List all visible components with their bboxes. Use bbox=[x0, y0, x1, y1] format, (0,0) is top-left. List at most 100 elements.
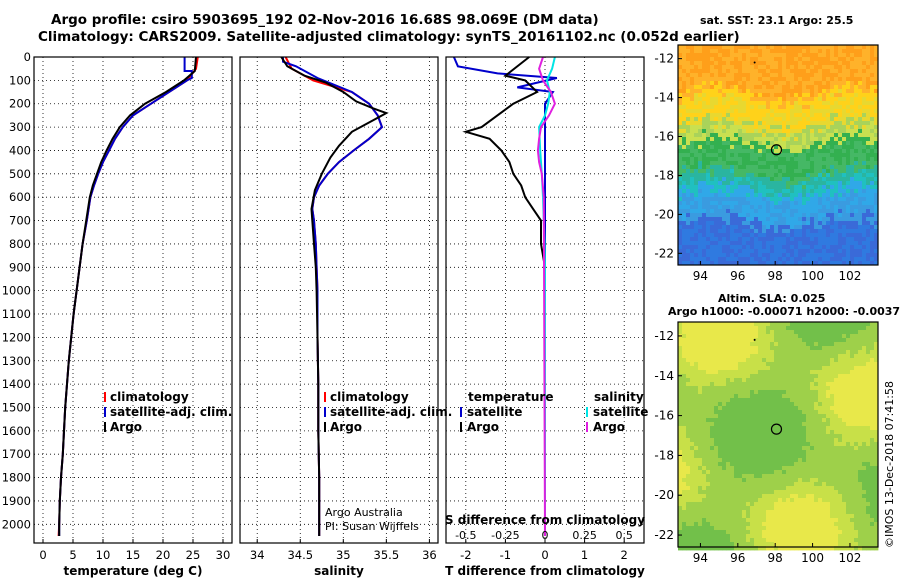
map-cell bbox=[742, 109, 747, 114]
map-cell bbox=[870, 422, 875, 427]
map-cell bbox=[834, 105, 839, 110]
map-cell bbox=[710, 442, 715, 447]
map-cell bbox=[842, 326, 847, 331]
map-cell bbox=[774, 261, 779, 266]
map-cell bbox=[778, 173, 783, 178]
map-cell bbox=[834, 113, 839, 118]
map-cell bbox=[694, 205, 699, 210]
map-cell bbox=[722, 382, 727, 387]
map-cell bbox=[810, 338, 815, 343]
map-cell bbox=[862, 93, 867, 98]
map-cell bbox=[790, 241, 795, 246]
map-cell bbox=[798, 410, 803, 415]
map-cell bbox=[738, 53, 743, 58]
map-cell bbox=[754, 418, 759, 423]
map-cell bbox=[790, 45, 795, 50]
map-cell bbox=[718, 81, 723, 86]
map-cell bbox=[854, 406, 859, 411]
map-cell bbox=[718, 189, 723, 194]
map-cell bbox=[790, 97, 795, 102]
map-cell bbox=[710, 209, 715, 214]
map-cell bbox=[690, 53, 695, 58]
map-cell bbox=[734, 257, 739, 262]
map-cell bbox=[766, 434, 771, 439]
map-cell bbox=[738, 462, 743, 467]
map-cell bbox=[698, 442, 703, 447]
map-cell bbox=[870, 173, 875, 178]
map-cell bbox=[778, 97, 783, 102]
map-cell bbox=[782, 165, 787, 170]
map-cell bbox=[822, 65, 827, 70]
map-cell bbox=[754, 362, 759, 367]
map-cell bbox=[814, 149, 819, 154]
map-cell bbox=[802, 326, 807, 331]
map-cell bbox=[818, 261, 823, 266]
map-cell bbox=[778, 77, 783, 82]
map-cell bbox=[758, 133, 763, 138]
map-cell bbox=[854, 390, 859, 395]
map-cell bbox=[782, 398, 787, 403]
map-cell bbox=[698, 326, 703, 331]
map-cell bbox=[866, 149, 871, 154]
map-cell bbox=[706, 57, 711, 62]
map-cell bbox=[834, 261, 839, 266]
map-cell bbox=[770, 93, 775, 98]
map-cell bbox=[870, 458, 875, 463]
map-cell bbox=[794, 398, 799, 403]
map-cell bbox=[778, 201, 783, 206]
map-cell bbox=[770, 225, 775, 230]
map-cell bbox=[746, 145, 751, 150]
map-cell bbox=[782, 426, 787, 431]
map-cell bbox=[742, 225, 747, 230]
map-cell bbox=[738, 430, 743, 435]
map-cell bbox=[758, 61, 763, 66]
map-cell bbox=[714, 386, 719, 391]
map-cell bbox=[694, 125, 699, 130]
map-cell bbox=[738, 209, 743, 214]
map-cell bbox=[834, 330, 839, 335]
map-cell bbox=[722, 261, 727, 266]
map-cell bbox=[870, 105, 875, 110]
map-cell bbox=[694, 97, 699, 102]
map-cell bbox=[790, 193, 795, 198]
map-cell bbox=[826, 358, 831, 363]
map-cell bbox=[770, 466, 775, 471]
map-cell bbox=[794, 193, 799, 198]
map-cell bbox=[838, 77, 843, 82]
map-cell bbox=[786, 386, 791, 391]
map-cell bbox=[870, 125, 875, 130]
map-cell bbox=[734, 406, 739, 411]
map-cell bbox=[762, 326, 767, 331]
map-cell bbox=[846, 45, 851, 50]
map-cell bbox=[874, 442, 879, 447]
map-cell bbox=[782, 410, 787, 415]
map-cell bbox=[814, 217, 819, 222]
map-cell bbox=[802, 454, 807, 459]
map-cell bbox=[858, 398, 863, 403]
map-cell bbox=[874, 69, 879, 74]
map-cell bbox=[702, 426, 707, 431]
map-cell bbox=[722, 69, 727, 74]
map-cell bbox=[698, 438, 703, 443]
map-cell bbox=[862, 462, 867, 467]
map-cell bbox=[818, 169, 823, 174]
map-cell bbox=[770, 125, 775, 130]
map-cell bbox=[778, 474, 783, 479]
map-cell bbox=[738, 189, 743, 194]
map-cell bbox=[714, 181, 719, 186]
map-cell bbox=[850, 53, 855, 58]
map-cell bbox=[874, 241, 879, 246]
map-cell bbox=[870, 205, 875, 210]
map-cell bbox=[822, 362, 827, 367]
map-cell bbox=[706, 213, 711, 218]
map-cell bbox=[754, 61, 759, 66]
map-cell bbox=[770, 157, 775, 162]
map-cell bbox=[754, 438, 759, 443]
map-cell bbox=[734, 346, 739, 351]
map-cell bbox=[850, 406, 855, 411]
map-cell bbox=[842, 169, 847, 174]
map-cell bbox=[694, 350, 699, 355]
map-cell bbox=[726, 249, 731, 254]
map-cell bbox=[750, 189, 755, 194]
map-cell bbox=[790, 245, 795, 250]
